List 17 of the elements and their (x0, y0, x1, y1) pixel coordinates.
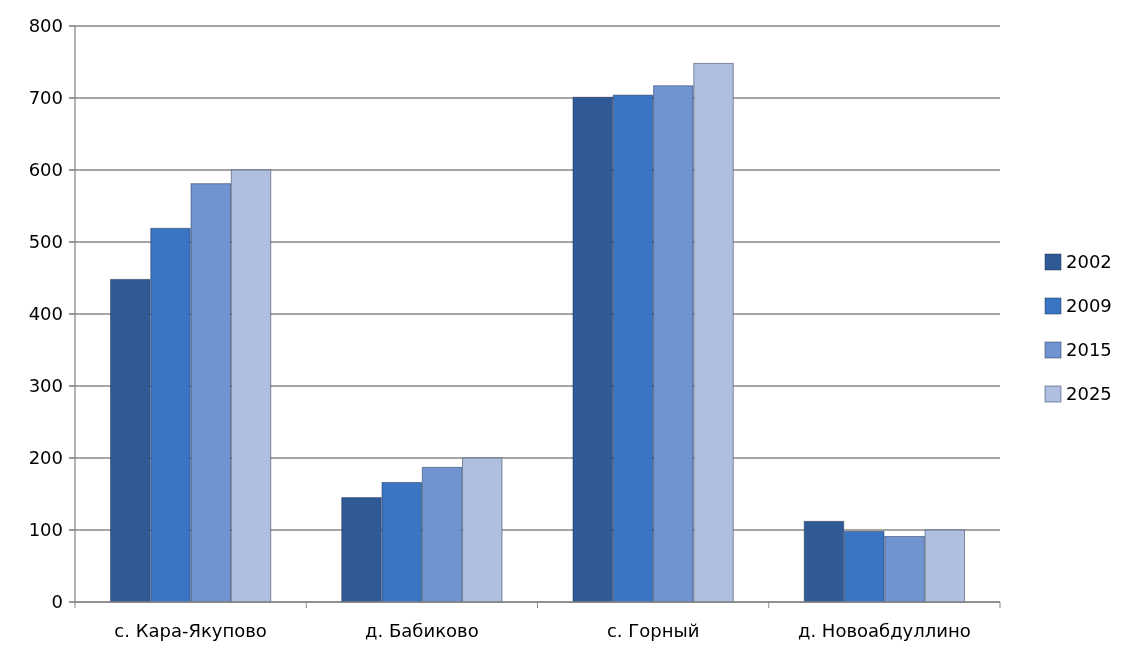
y-tick-label: 100 (28, 519, 63, 541)
y-tick-label: 300 (28, 375, 63, 397)
x-tick-label: д. Бабиково (365, 620, 479, 641)
y-tick-label: 700 (28, 87, 63, 109)
legend-label: 2025 (1066, 383, 1112, 405)
y-tick-label: 600 (28, 159, 63, 181)
legend-label: 2002 (1066, 251, 1112, 273)
y-tick-label: 400 (28, 303, 63, 325)
x-tick-label: д. Новоабдуллино (797, 620, 971, 641)
legend-label: 2015 (1066, 339, 1112, 361)
y-tick-label: 800 (28, 15, 63, 37)
x-tick-label: с. Горный (606, 620, 700, 641)
y-tick-label: 200 (28, 447, 63, 469)
legend-label: 2009 (1066, 295, 1112, 317)
y-tick-label: 0 (51, 591, 63, 613)
x-tick-label: с. Кара-Якупово (114, 620, 267, 641)
y-tick-label: 500 (28, 231, 63, 253)
